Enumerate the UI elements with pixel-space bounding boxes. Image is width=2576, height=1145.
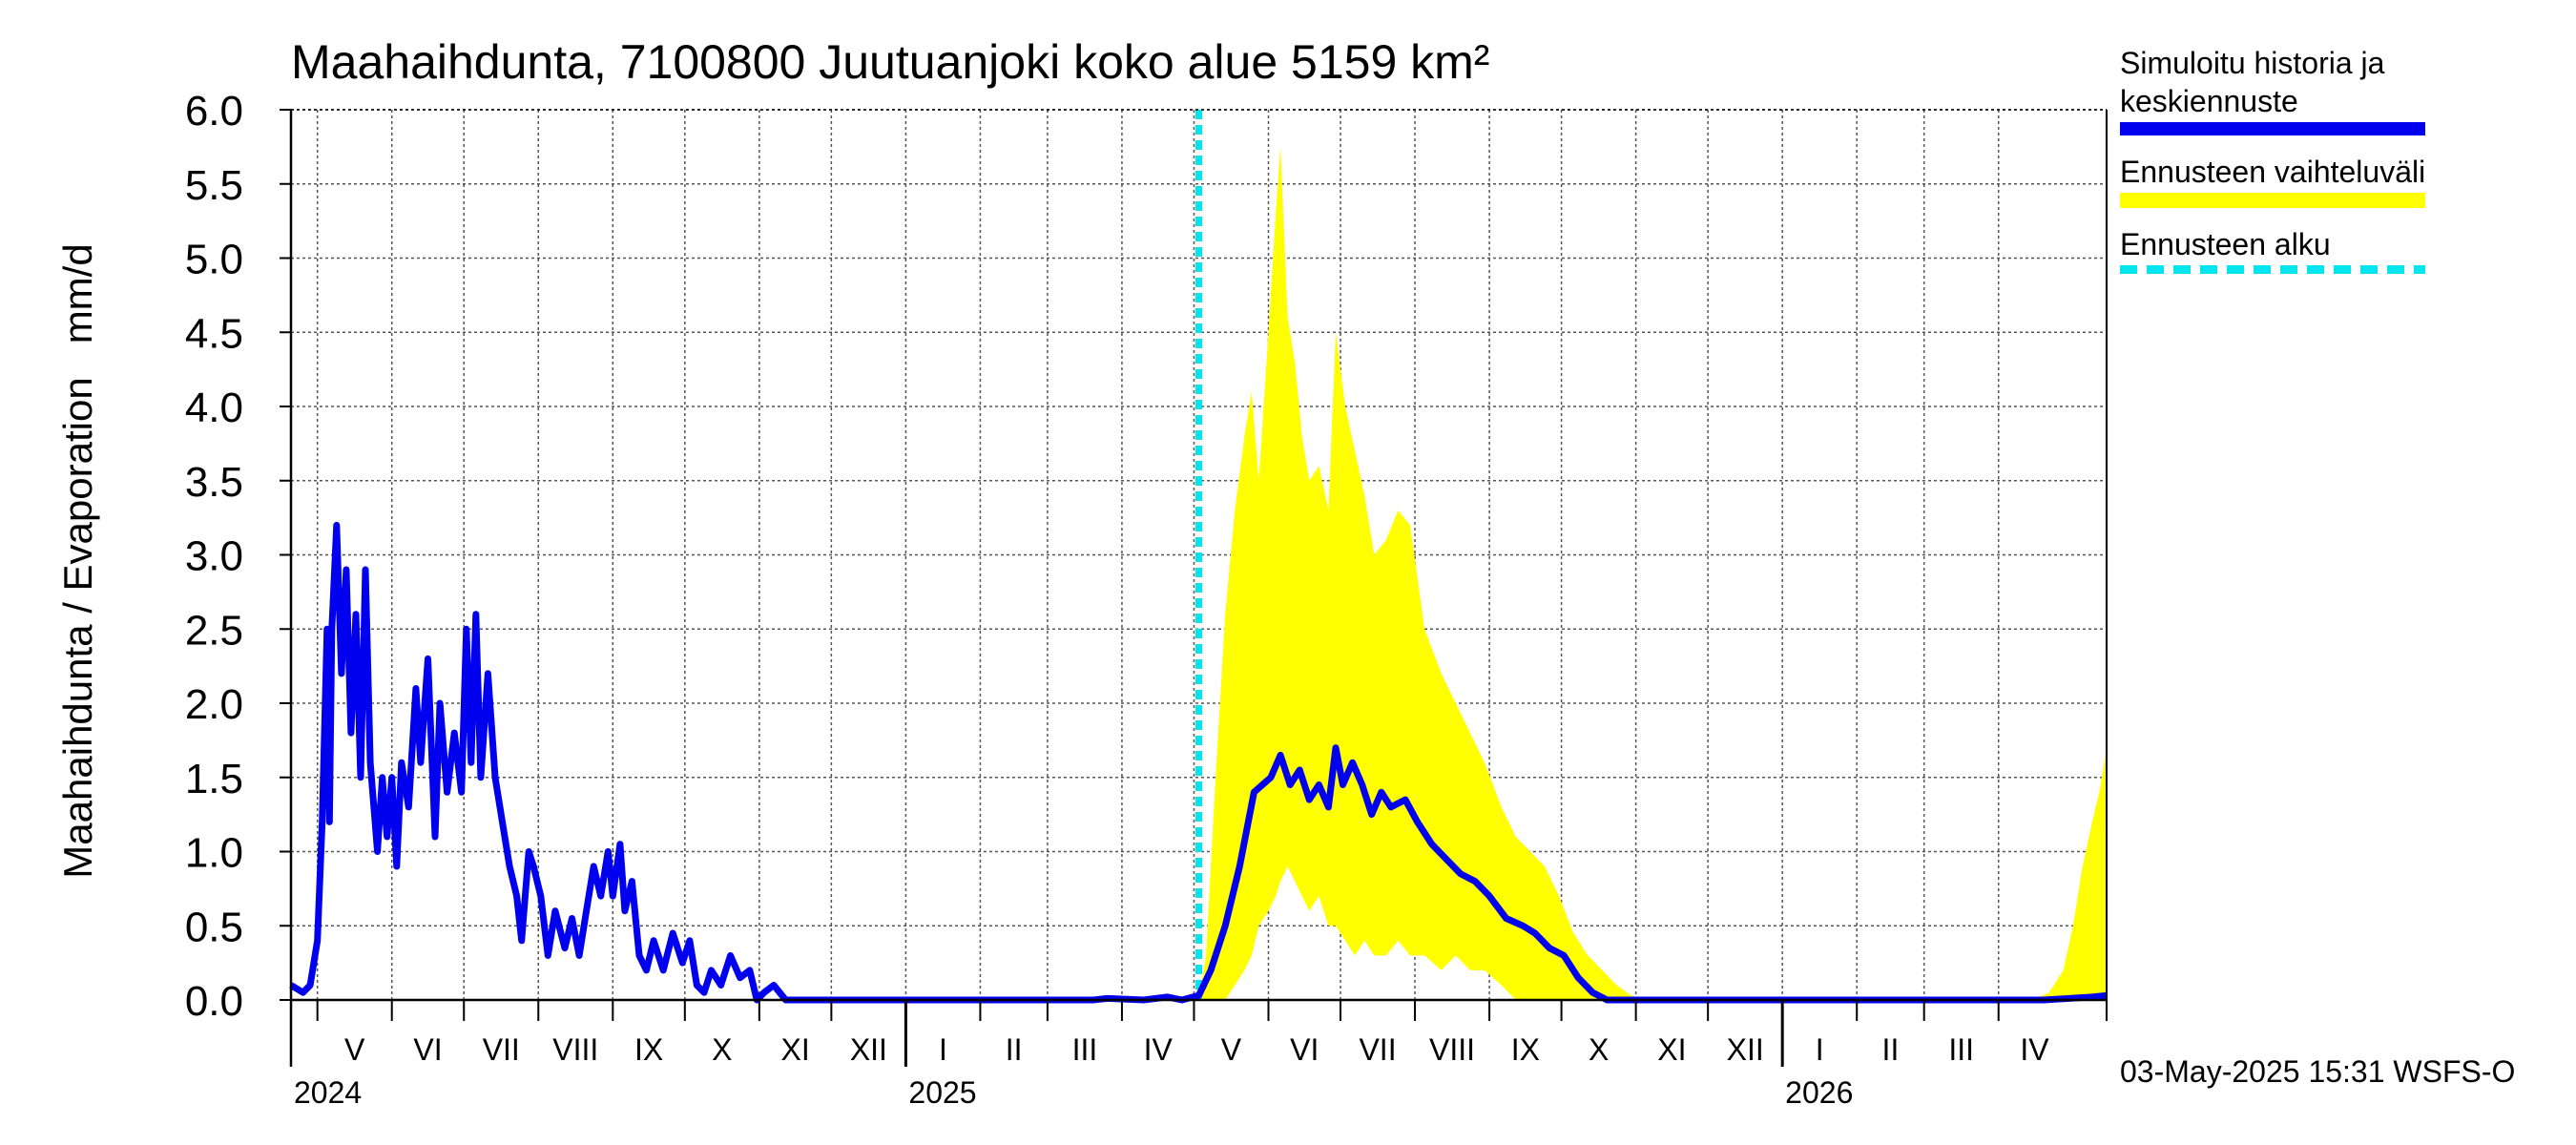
x-month-label: II xyxy=(1006,1032,1023,1067)
x-year-label: 2026 xyxy=(1785,1075,1853,1110)
legend-label-range: Ennusteen vaihteluväli xyxy=(2120,155,2426,189)
forecast-band-layer xyxy=(1198,146,2107,1000)
y-tick-label: 2.0 xyxy=(185,681,243,728)
x-month-label: XI xyxy=(1657,1032,1686,1067)
x-month-label: VIII xyxy=(1429,1032,1475,1067)
x-month-label: I xyxy=(939,1032,947,1067)
chart-title: Maahaihdunta, 7100800 Juutuanjoki koko a… xyxy=(291,35,1489,89)
y-tick-label: 3.5 xyxy=(185,459,243,506)
x-month-label: VII xyxy=(483,1032,520,1067)
x-year-label: 2025 xyxy=(908,1075,976,1110)
marks-layer xyxy=(289,110,2108,1004)
forecast-range-band xyxy=(1198,146,2107,1000)
x-month-label: IX xyxy=(1511,1032,1540,1067)
x-month-label: XII xyxy=(1727,1032,1764,1067)
legend-swatch-simulated xyxy=(2120,122,2425,135)
x-month-label: VIII xyxy=(552,1032,598,1067)
timestamp: 03-May-2025 15:31 WSFS-O xyxy=(2120,1054,2516,1089)
x-month-label: X xyxy=(712,1032,732,1067)
y-tick-label: 6.0 xyxy=(185,88,243,135)
x-month-label: III xyxy=(1948,1032,1974,1067)
x-month-label: VI xyxy=(413,1032,442,1067)
legend-item-simulated: Simuloitu historia ja keskiennuste xyxy=(2120,44,2540,135)
y-tick-label: 4.5 xyxy=(185,310,243,357)
y-tick-label: 0.0 xyxy=(185,978,243,1025)
x-month-label: IV xyxy=(2020,1032,2049,1067)
legend-item-range: Ennusteen vaihteluväli xyxy=(2120,153,2540,208)
y-tick-label: 1.0 xyxy=(185,830,243,877)
legend: Simuloitu historia ja keskiennuste Ennus… xyxy=(2120,44,2540,291)
x-month-label: VII xyxy=(1359,1032,1396,1067)
x-month-label: V xyxy=(344,1032,365,1067)
y-axis-label: Maahaihdunta / Evaporation mm/d xyxy=(55,243,100,878)
x-month-label: X xyxy=(1589,1032,1609,1067)
x-month-label: VI xyxy=(1290,1032,1319,1067)
legend-swatch-forecast-start xyxy=(2120,265,2425,274)
x-month-label: V xyxy=(1221,1032,1242,1067)
y-tick-label: 3.0 xyxy=(185,533,243,580)
x-month-label: XI xyxy=(780,1032,809,1067)
legend-label-simulated-line1: Simuloitu historia ja xyxy=(2120,46,2385,80)
x-month-label: III xyxy=(1072,1032,1098,1067)
x-month-label: XII xyxy=(850,1032,887,1067)
legend-swatch-range xyxy=(2120,193,2425,208)
y-tick-label: 0.5 xyxy=(185,904,243,950)
x-year-label: 2024 xyxy=(294,1075,362,1110)
x-month-label: II xyxy=(1882,1032,1900,1067)
y-tick-label: 5.5 xyxy=(185,162,243,209)
x-month-label: IX xyxy=(634,1032,663,1067)
legend-label-simulated-line2: keskiennuste xyxy=(2120,84,2298,118)
axes: 0.0 0.5 1.0 1.5 2.0 2.5 3.0 3.5 4.0 4.5 5.0 5.5 6.0 V… xyxy=(185,88,2108,1110)
x-month-label: IV xyxy=(1144,1032,1174,1067)
y-tick-label: 2.5 xyxy=(185,607,243,654)
y-tick-label: 4.0 xyxy=(185,385,243,431)
y-tick-label: 5.0 xyxy=(185,237,243,283)
simulated-series-line xyxy=(289,521,2108,1004)
y-tick-label: 1.5 xyxy=(185,756,243,802)
x-month-label: I xyxy=(1816,1032,1824,1067)
legend-label-forecast-start: Ennusteen alku xyxy=(2120,227,2331,261)
legend-item-forecast-start: Ennusteen alku xyxy=(2120,225,2540,274)
